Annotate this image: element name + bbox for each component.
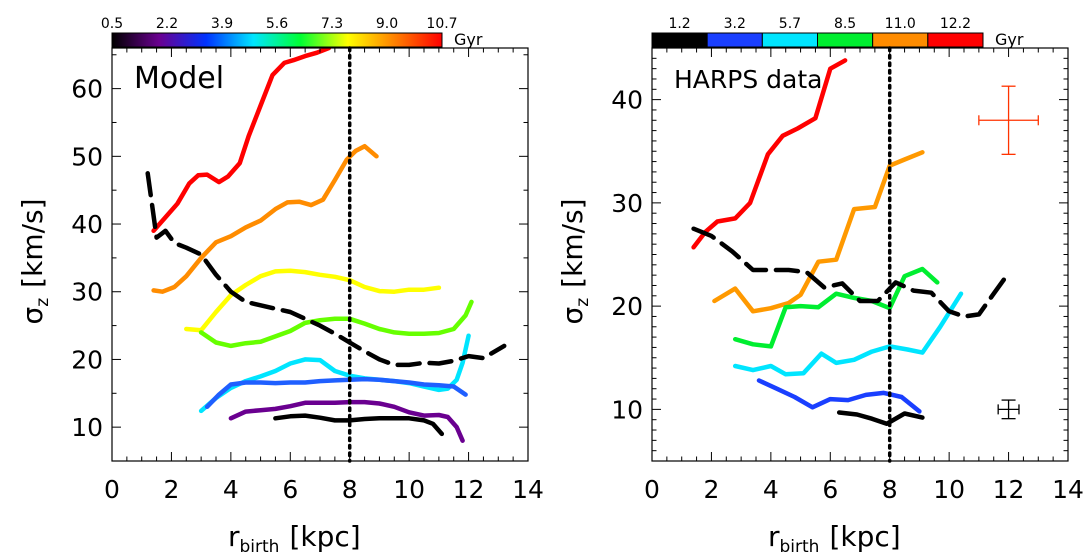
colorbar-tick-label: 5.6 (266, 16, 288, 32)
error-bar (997, 399, 1020, 420)
series-group (145, 48, 507, 443)
y-tick-label: 40 (71, 210, 103, 239)
x-tick-label: 12 (993, 475, 1025, 504)
series-line (204, 376, 468, 410)
x-tick-label: 0 (104, 475, 120, 504)
series-line (732, 291, 964, 377)
error-bars (978, 85, 1039, 420)
series-line-dashed (691, 226, 1011, 319)
x-tick-label: 4 (223, 475, 239, 504)
x-tick-label: 6 (822, 475, 838, 504)
x-axis-label-unit: [kpc] (289, 520, 360, 553)
colorbar-tick-label: 0.5 (101, 16, 123, 32)
colorbar-segment (872, 32, 929, 48)
colorbar (111, 32, 443, 48)
series-line (151, 143, 379, 294)
colorbar-unit: Gyr (995, 30, 1024, 49)
colorbar-tick-label: 5.7 (779, 16, 801, 32)
colorbar (651, 32, 984, 48)
series-group (691, 58, 1011, 427)
x-tick-label: 10 (933, 475, 965, 504)
colorbar-segment (651, 32, 708, 48)
colorbar-segment (706, 32, 763, 48)
x-axis-label-subscript: birth (240, 537, 280, 554)
series-line (228, 399, 465, 443)
colorbar-tick-labels: 0.5 2.2 3.9 5.6 7.3 9.0 10.7 (101, 16, 458, 32)
y-tick-label: 60 (71, 75, 103, 104)
colorbar-segment (817, 32, 874, 48)
harps-panel: 1.2 3.2 5.7 8.5 11.0 12.2 Gyr 0 2 4 6 8 10 12 14 10 20… (556, 16, 1084, 554)
colorbar-tick-label: 8.5 (834, 16, 856, 32)
series-line (273, 413, 445, 437)
colorbar-tick-label: 1.2 (668, 16, 690, 32)
x-axis-label-unit: [kpc] (829, 520, 900, 553)
y-tick-label: 30 (611, 189, 643, 218)
x-tick-label: 14 (1052, 475, 1084, 504)
panel-label: Model (134, 61, 224, 96)
series-line (756, 378, 922, 414)
y-tick-label: 50 (71, 142, 103, 171)
colorbar-tick-label: 9.0 (376, 16, 398, 32)
colorbar-tick-label: 10.7 (426, 16, 457, 32)
error-bar (978, 85, 1039, 155)
series-line (712, 150, 925, 314)
y-axis-label: σz [km/s] (16, 198, 53, 324)
y-tick-label: 30 (71, 278, 103, 307)
x-tick-label: 14 (512, 475, 544, 504)
y-tick-label: 10 (611, 395, 643, 424)
series-line (151, 48, 332, 234)
colorbar-unit: Gyr (454, 30, 483, 49)
x-axis-label: rbirth [kpc] (228, 520, 361, 554)
x-axis-label: rbirth [kpc] (768, 520, 901, 554)
x-tick-label: 8 (342, 475, 358, 504)
colorbar-gradient (111, 32, 443, 48)
y-axis-label-main: σ (556, 307, 589, 325)
x-tick-label: 10 (393, 475, 425, 504)
panel-label: HARPS data (674, 65, 822, 94)
series-line (184, 268, 442, 333)
y-axis-label: σz [km/s] (556, 198, 593, 324)
axis-ticks: 0 2 4 6 8 10 12 14 10 20 30 40 (611, 47, 1084, 504)
y-tick-label: 10 (71, 413, 103, 442)
colorbar-segment (927, 32, 984, 48)
x-axis-label-main: r (228, 520, 240, 553)
colorbar-tick-label: 2.2 (156, 16, 178, 32)
colorbar-segment (761, 32, 818, 48)
series-line (198, 333, 471, 414)
x-tick-label: 12 (453, 475, 485, 504)
x-axis-label-subscript: birth (780, 537, 820, 554)
y-tick-label: 20 (611, 292, 643, 321)
colorbar-tick-labels: 1.2 3.2 5.7 8.5 11.0 12.2 (668, 16, 971, 32)
x-tick-label: 8 (882, 475, 898, 504)
y-axis-label-subscript: z (33, 298, 53, 307)
y-axis-label-unit: [km/s] (556, 198, 589, 287)
x-tick-label: 6 (282, 475, 298, 504)
y-axis-label-subscript: z (573, 298, 593, 307)
plot-frame (111, 47, 529, 462)
x-tick-label: 0 (644, 475, 660, 504)
y-tick-label: 20 (71, 345, 103, 374)
plot-frame (651, 47, 1069, 462)
y-axis-label-unit: [km/s] (16, 198, 49, 287)
colorbar-tick-label: 11.0 (885, 16, 916, 32)
series-line (732, 266, 940, 349)
x-tick-label: 4 (763, 475, 779, 504)
series-line (198, 299, 474, 349)
x-tick-label: 2 (163, 475, 179, 504)
axis-ticks: 0 2 4 6 8 10 12 14 10 20 30 40 50 60 (71, 48, 544, 504)
x-axis-label-main: r (768, 520, 780, 553)
y-axis-label-main: σ (16, 307, 49, 325)
colorbar-tick-label: 3.9 (211, 16, 233, 32)
model-panel: 0.5 2.2 3.9 5.6 7.3 9.0 10.7 Gyr 0 2 4 6 8 10 12 14 10… (16, 16, 544, 554)
x-tick-label: 2 (703, 475, 719, 504)
series-line-dashed (145, 171, 507, 368)
series-line (836, 410, 925, 427)
y-tick-label: 40 (611, 86, 643, 115)
colorbar-tick-label: 3.2 (724, 16, 746, 32)
colorbar-tick-label: 7.3 (321, 16, 343, 32)
colorbar-tick-label: 12.2 (940, 16, 971, 32)
series-line (691, 58, 848, 250)
